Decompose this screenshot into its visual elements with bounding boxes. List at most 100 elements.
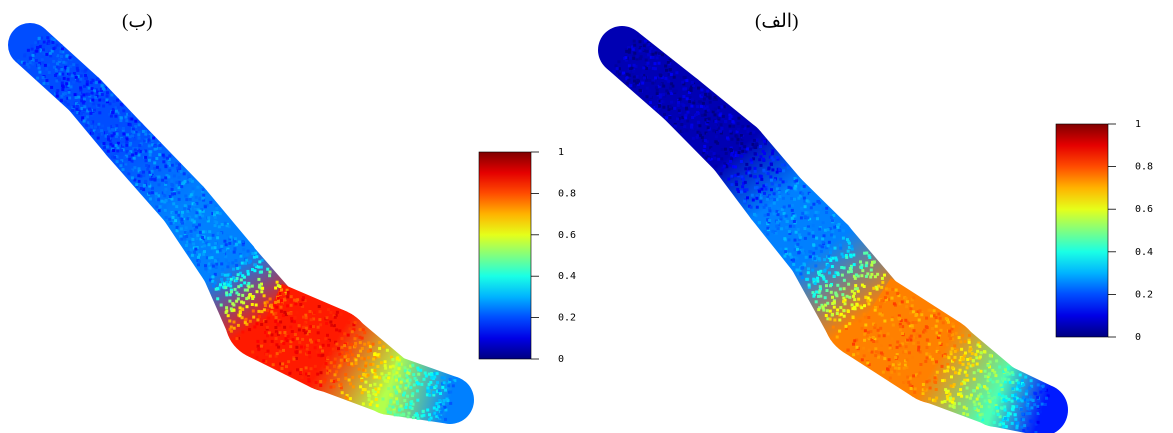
heatmap-cell [220,272,224,276]
heatmap-cell [59,50,63,54]
heatmap-cell [909,338,913,342]
heatmap-cell [203,250,206,254]
heatmap-cell [413,413,417,417]
heatmap-cell [701,93,705,97]
heatmap-cell [362,357,366,361]
heatmap-cell [633,43,637,47]
heatmap-cell [910,298,914,302]
heatmap-cell [852,291,856,295]
heatmap-cell [807,200,811,204]
heatmap-cell [703,113,707,117]
heatmap-cell [616,70,619,74]
heatmap-cell [192,220,196,224]
heatmap-cell [936,346,940,350]
heatmap-cell [998,423,1002,427]
heatmap-cell [612,70,616,73]
heatmap-cell [251,350,255,354]
heatmap-cell [649,46,653,50]
heatmap-cell [691,127,695,131]
heatmap-cell [1017,399,1021,403]
heatmap-cell [915,332,919,336]
heatmap-cell [80,107,84,110]
heatmap-cell [370,400,374,404]
heatmap-cell [432,391,436,395]
heatmap-cell [641,51,645,55]
heatmap-cell [1010,407,1014,411]
heatmap-cell [867,316,871,319]
heatmap-cell [395,385,399,389]
heatmap-cell [864,295,868,299]
heatmap-cell [833,318,837,322]
heatmap-cell [151,174,154,178]
heatmap-cell [716,108,720,112]
heatmap-cell [93,89,96,93]
heatmap-cell [730,153,734,157]
heatmap-cell [1002,398,1006,402]
heatmap-cell [441,385,445,389]
heatmap-cell [748,204,751,208]
heatmap-cell [208,266,212,270]
heatmap-cell [373,405,377,409]
heatmap-cell [34,59,38,62]
heatmap-cell [639,55,643,59]
heatmap-cell [128,157,132,161]
heatmap-cell [643,76,646,80]
heatmap-cell [760,177,764,181]
heatmap-cell [909,307,913,310]
heatmap-cell [727,177,731,181]
heatmap-cell [239,278,243,282]
heatmap-cell [313,346,317,350]
heatmap-cell [72,72,76,75]
heatmap-cell [414,378,418,382]
heatmap-cell [717,154,721,158]
heatmap-cell [79,86,83,90]
heatmap-cell [780,208,784,212]
heatmap-cell [795,256,799,260]
heatmap-cell [155,205,159,209]
heatmap-cell [1038,410,1042,414]
heatmap-cell [296,337,300,341]
heatmap-cell [253,269,257,273]
heatmap-cell [684,87,688,91]
heatmap-cell [759,203,763,207]
heatmap-cell [201,236,205,239]
heatmap-cell [220,277,223,281]
heatmap-cell [785,219,789,223]
heatmap-cell [1036,420,1040,424]
heatmap-cell [425,393,429,397]
heatmap-cell [350,353,354,357]
heatmap-cell [241,243,245,247]
heatmap-cell [141,129,145,133]
heatmap-cell [953,344,957,348]
heatmap-cell [908,376,912,380]
heatmap-cell [1021,396,1025,400]
heatmap-cell [862,354,866,358]
heatmap-cell [86,109,90,113]
heatmap-cell [283,310,287,314]
heatmap-cell [874,306,878,309]
heatmap-cell [705,95,709,99]
heatmap-cell [928,397,932,401]
heatmap-cell [707,92,711,96]
heatmap-cell [706,132,709,136]
heatmap-cell [1013,397,1017,401]
heatmap-cell [67,83,71,87]
heatmap-cell [768,155,772,159]
heatmap-cell [61,72,65,76]
heatmap-cell [814,246,818,250]
heatmap-cell [132,156,136,160]
heatmap-cell [1015,424,1019,428]
heatmap-cell [655,88,659,92]
heatmap-cell [116,146,120,150]
heatmap-cell [201,188,205,192]
heatmap-cell [195,201,199,205]
heatmap-cell [1018,373,1022,377]
heatmap-cell [55,94,59,98]
heatmap-cell [818,244,822,248]
heatmap-cell [76,68,80,72]
heatmap-cell [107,137,110,141]
heatmap-cell [339,358,343,362]
heatmap-cell [224,310,228,314]
heatmap-cell [55,91,59,95]
heatmap-cell [377,355,381,359]
